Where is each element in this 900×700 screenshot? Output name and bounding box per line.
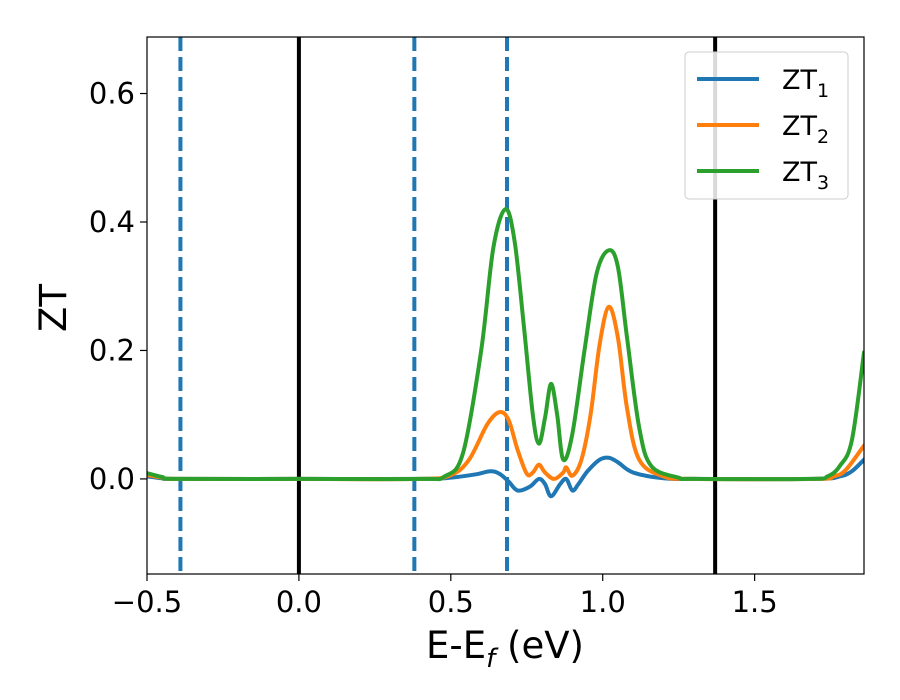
x-tick-label: 1.0 [580,585,626,619]
plot-frame [146,36,865,575]
x-tick-label: 1.5 [732,585,778,619]
legend-box [684,51,849,200]
y-axis-label: ZT [32,284,75,332]
y-axis-ticks: 0.0 0.2 0.4 0.6 [89,77,147,496]
vertical-lines [178,37,718,574]
x-axis-label: E-Ef (eV) [426,624,584,674]
series-lines [147,207,864,499]
y-tick-label: 0.6 [89,77,135,111]
legend-label-zt1: ZT1 [782,65,829,102]
legend-label-zt3: ZT3 [782,157,829,194]
x-tick-label: −0.5 [112,585,182,619]
y-tick-label: 0.0 [89,462,135,496]
x-tick-label: 0.5 [428,585,474,619]
x-tick-label: 0.0 [276,585,322,619]
y-tick-label: 0.4 [89,205,135,239]
y-tick-label: 0.2 [89,333,135,367]
x-axis-ticks: −0.5 0.0 0.5 1.0 1.5 [112,574,778,619]
series-line-zt3 [147,207,864,482]
legend: ZT1 ZT2 ZT3 [684,51,849,200]
legend-label-zt2: ZT2 [782,111,829,148]
